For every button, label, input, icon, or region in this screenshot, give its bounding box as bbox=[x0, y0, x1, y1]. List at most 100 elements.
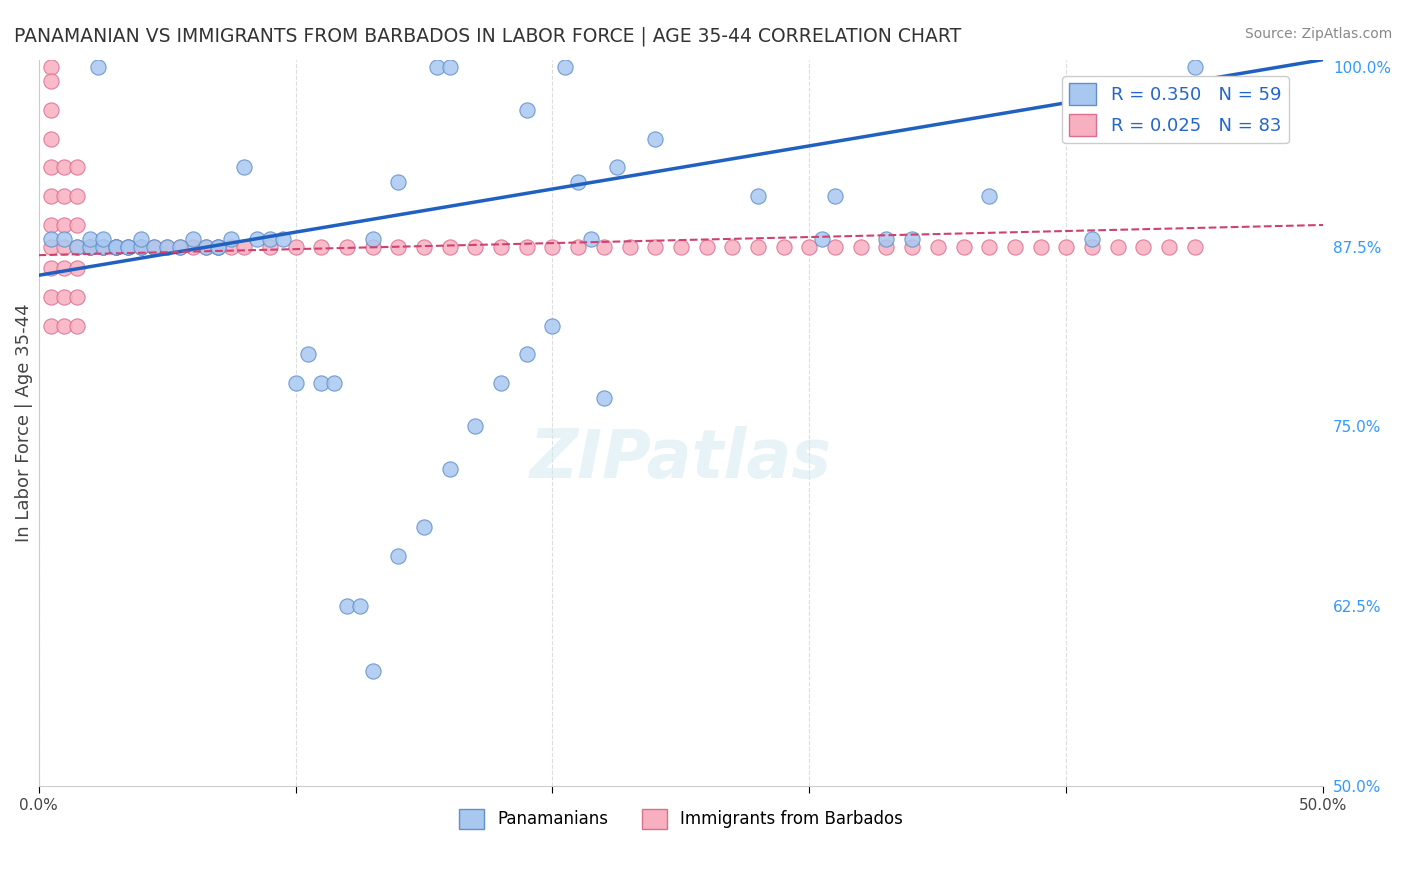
Point bbox=[1184, 60, 1206, 74]
Point bbox=[426, 60, 449, 74]
Point bbox=[91, 232, 114, 246]
Point bbox=[361, 232, 384, 246]
Point bbox=[696, 239, 718, 253]
Point bbox=[297, 347, 319, 361]
Point bbox=[644, 239, 666, 253]
Point bbox=[464, 239, 486, 253]
Point bbox=[619, 239, 641, 253]
Point bbox=[79, 239, 101, 253]
Point bbox=[53, 232, 76, 246]
Point bbox=[979, 239, 1001, 253]
Point bbox=[1132, 239, 1154, 253]
Point bbox=[104, 239, 127, 253]
Point bbox=[464, 419, 486, 434]
Point bbox=[66, 261, 89, 276]
Point bbox=[669, 239, 692, 253]
Point bbox=[66, 239, 89, 253]
Point bbox=[387, 239, 409, 253]
Point bbox=[439, 239, 461, 253]
Point bbox=[53, 261, 76, 276]
Point bbox=[53, 218, 76, 232]
Point bbox=[131, 232, 153, 246]
Point bbox=[952, 239, 974, 253]
Point bbox=[349, 599, 371, 613]
Point bbox=[309, 376, 332, 391]
Point bbox=[259, 239, 281, 253]
Point bbox=[53, 189, 76, 203]
Point bbox=[79, 232, 101, 246]
Point bbox=[117, 239, 139, 253]
Point bbox=[811, 232, 834, 246]
Point bbox=[41, 239, 63, 253]
Point bbox=[41, 318, 63, 333]
Point bbox=[66, 239, 89, 253]
Point bbox=[1081, 232, 1104, 246]
Point bbox=[824, 239, 846, 253]
Point bbox=[53, 290, 76, 304]
Point bbox=[169, 239, 191, 253]
Point bbox=[53, 318, 76, 333]
Point bbox=[387, 549, 409, 563]
Point bbox=[91, 239, 114, 253]
Point bbox=[41, 290, 63, 304]
Point bbox=[169, 239, 191, 253]
Point bbox=[91, 239, 114, 253]
Point bbox=[131, 239, 153, 253]
Point bbox=[233, 161, 256, 175]
Point bbox=[194, 239, 217, 253]
Point bbox=[194, 239, 217, 253]
Point bbox=[567, 239, 589, 253]
Point bbox=[131, 239, 153, 253]
Text: Source: ZipAtlas.com: Source: ZipAtlas.com bbox=[1244, 27, 1392, 41]
Point bbox=[1054, 239, 1077, 253]
Legend: Panamanians, Immigrants from Barbados: Panamanians, Immigrants from Barbados bbox=[453, 802, 910, 836]
Point bbox=[413, 520, 436, 534]
Point bbox=[387, 175, 409, 189]
Text: PANAMANIAN VS IMMIGRANTS FROM BARBADOS IN LABOR FORCE | AGE 35-44 CORRELATION CH: PANAMANIAN VS IMMIGRANTS FROM BARBADOS I… bbox=[14, 27, 962, 46]
Point bbox=[579, 232, 602, 246]
Point bbox=[143, 239, 166, 253]
Point bbox=[66, 290, 89, 304]
Point bbox=[361, 239, 384, 253]
Point bbox=[41, 60, 63, 74]
Point bbox=[207, 239, 229, 253]
Point bbox=[824, 189, 846, 203]
Text: ZIPatlas: ZIPatlas bbox=[530, 426, 832, 492]
Point bbox=[284, 376, 307, 391]
Point bbox=[439, 60, 461, 74]
Point bbox=[489, 376, 512, 391]
Point bbox=[849, 239, 872, 253]
Point bbox=[219, 239, 242, 253]
Point bbox=[41, 131, 63, 145]
Point bbox=[336, 239, 359, 253]
Point bbox=[336, 599, 359, 613]
Point bbox=[117, 239, 139, 253]
Point bbox=[439, 462, 461, 476]
Point bbox=[246, 232, 269, 246]
Point bbox=[104, 239, 127, 253]
Point bbox=[875, 239, 897, 253]
Point bbox=[259, 232, 281, 246]
Point bbox=[516, 347, 538, 361]
Point bbox=[541, 239, 564, 253]
Point bbox=[284, 239, 307, 253]
Point bbox=[592, 239, 614, 253]
Point bbox=[554, 60, 576, 74]
Point bbox=[207, 239, 229, 253]
Point bbox=[516, 103, 538, 117]
Point bbox=[541, 318, 564, 333]
Point bbox=[41, 232, 63, 246]
Point bbox=[927, 239, 949, 253]
Point bbox=[104, 239, 127, 253]
Point bbox=[66, 318, 89, 333]
Point bbox=[747, 239, 769, 253]
Point bbox=[66, 218, 89, 232]
Point bbox=[143, 239, 166, 253]
Point bbox=[219, 232, 242, 246]
Point bbox=[66, 189, 89, 203]
Point bbox=[979, 189, 1001, 203]
Point bbox=[91, 239, 114, 253]
Point bbox=[66, 161, 89, 175]
Point bbox=[1159, 239, 1181, 253]
Point bbox=[181, 239, 204, 253]
